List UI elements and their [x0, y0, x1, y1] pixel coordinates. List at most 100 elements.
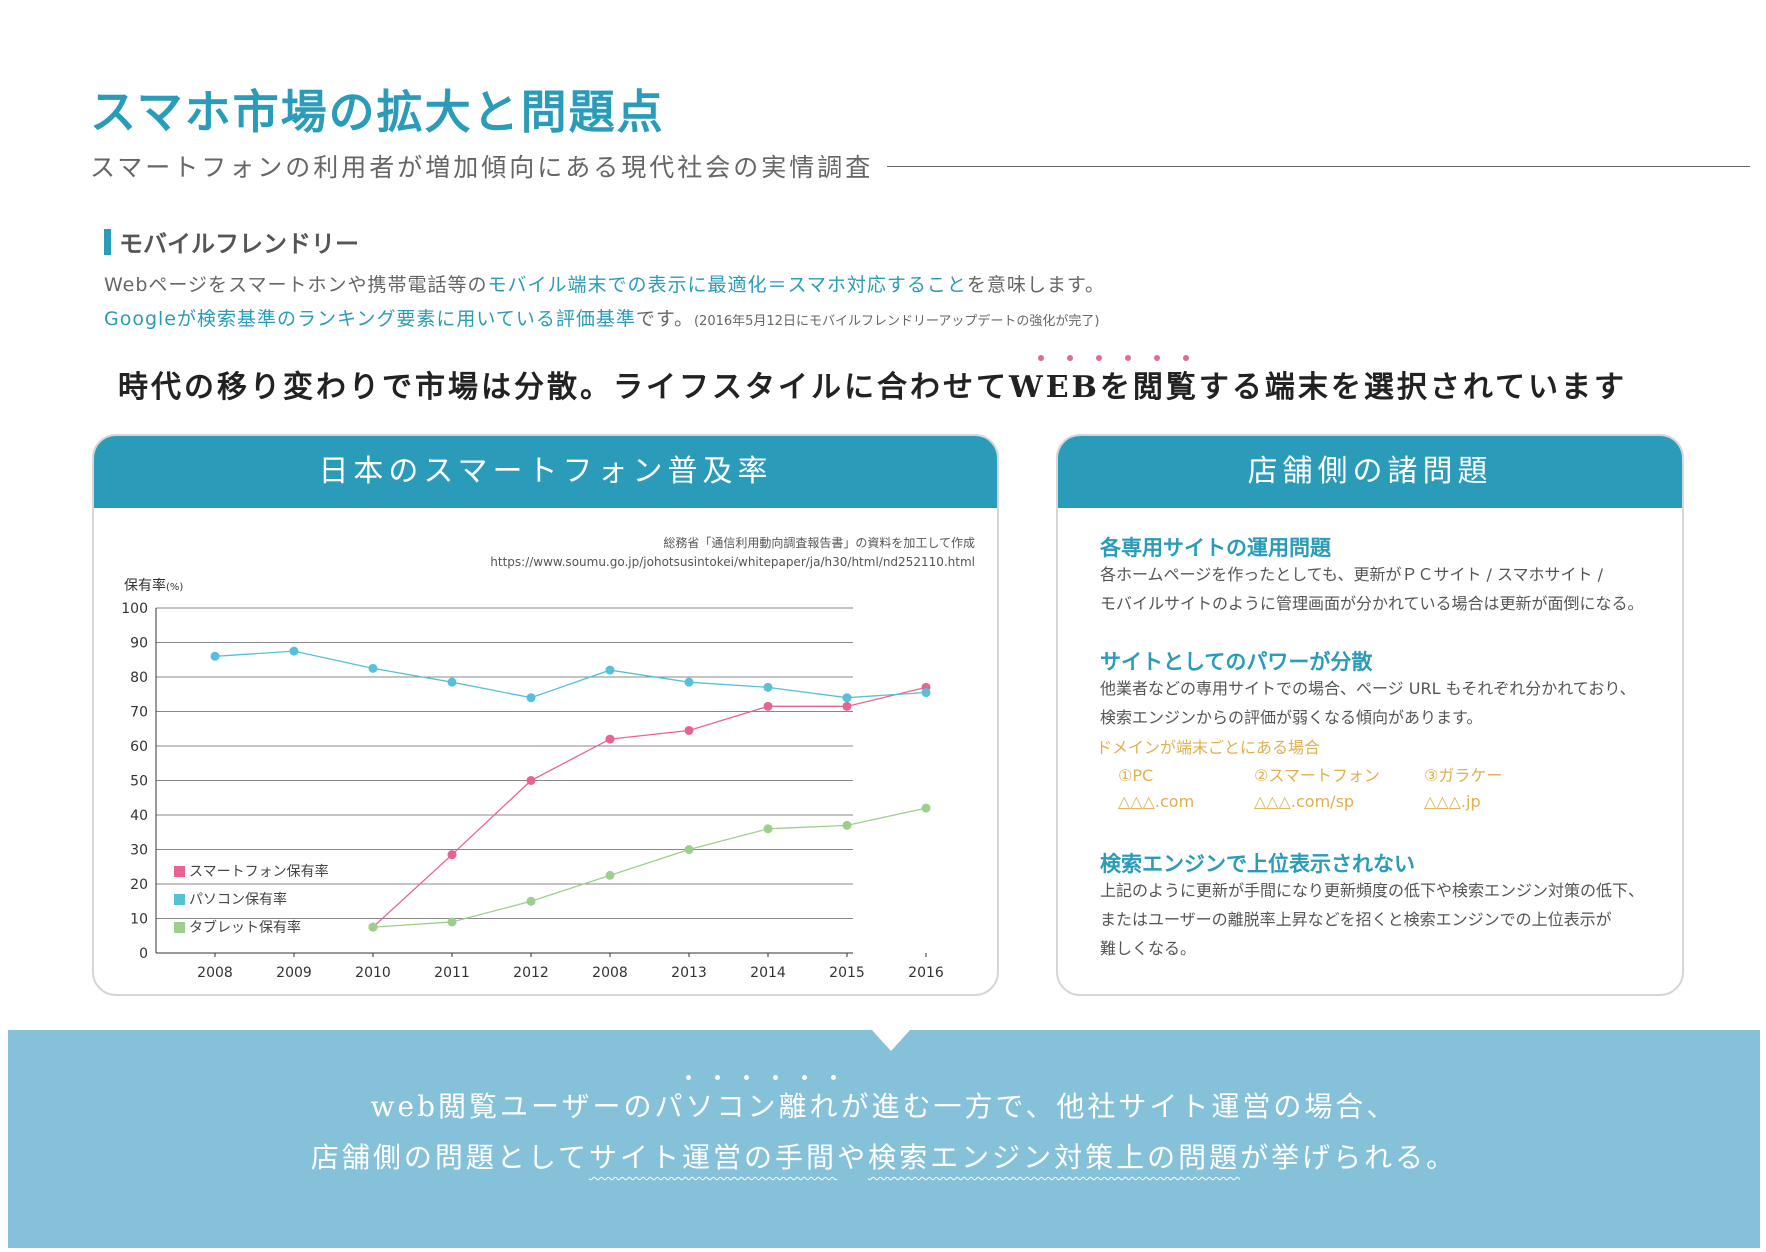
line-chart: 保有率(%) 2008 2009 2010 2011 2012 2008 2013 2014 2… [121, 577, 944, 981]
chart-source: 総務省「通信利用動向調査報告書」の資料を加工して作成 https://www.s… [490, 534, 975, 572]
y-tick-label: 10 [130, 912, 148, 928]
data-point [763, 682, 773, 692]
y-tick-label: 30 [130, 843, 148, 859]
legend-item-pc: パソコン保有率 [174, 889, 287, 909]
page-title: スマホ市場の拡大と問題点 [90, 85, 665, 139]
data-point [447, 850, 457, 860]
y-tick-label: 50 [130, 774, 148, 790]
subtitle-divider [887, 165, 1750, 167]
x-tick-label: 2011 [434, 965, 470, 981]
y-tick-label: 90 [130, 636, 148, 652]
issue-text-2b: 検索エンジンからの評価が弱くなる傾向があります。 [1100, 708, 1483, 727]
data-point [368, 922, 378, 932]
section-marker [104, 228, 111, 255]
source-text: 総務省「通信利用動向調査報告書」の資料を加工して作成 [663, 536, 975, 550]
legend-item-tablet: タブレット保有率 [174, 917, 301, 937]
domain-sp-url: △△△.com/sp [1254, 792, 1355, 811]
chart-panel: 日本のスマートフォン普及率 総務省「通信利用動向調査報告書」の資料を加工して作成… [92, 434, 999, 996]
data-point [447, 677, 457, 687]
data-point [842, 693, 852, 703]
data-point [605, 870, 615, 880]
section-heading: モバイルフレンドリー [104, 224, 359, 259]
issue-heading-2: サイトとしてのパワーが分散 [1100, 650, 1373, 674]
x-tick-label: 2008 [197, 965, 233, 981]
line2-note: (2016年5月12日にモバイルフレンドリーアップデートの強化が完了) [693, 314, 1100, 329]
section-heading-text: モバイルフレンドリー [119, 230, 359, 258]
series-line [372, 686, 927, 928]
legend-swatch [174, 893, 185, 905]
x-tick-label: 2009 [276, 965, 312, 981]
x-tick-label: 2016 [908, 965, 944, 981]
legend-item-smartphone: スマートフォン保有率 [174, 861, 329, 881]
source-url: https://www.soumu.go.jp/johotsusintokei/… [490, 555, 975, 569]
y-tick-label: 0 [139, 946, 148, 962]
line1-text-b: を意味します。 [966, 274, 1106, 296]
line2-text: です。 [635, 308, 694, 330]
data-point [684, 677, 694, 687]
banner-text-c: が挙げられる。 [1240, 1141, 1458, 1174]
emphasis-dots [1038, 355, 1218, 363]
data-point [368, 663, 378, 673]
data-point [684, 845, 694, 854]
section-line-2: Googleが検索基準のランキング要素に用いている評価基準です。(2016年5月… [104, 304, 1100, 331]
issue-text-3b: またはユーザーの離脱率上昇などを招くと検索エンジンでの上位表示が [1100, 910, 1612, 929]
data-point [210, 651, 220, 661]
line1-text-a: Webページをスマートホンや携帯電話等の [104, 274, 488, 296]
banner-text-b: や [837, 1141, 869, 1174]
issue-text-3c: 難しくなる。 [1100, 939, 1197, 958]
banner-notch [871, 1029, 911, 1051]
x-tick-label: 2015 [829, 965, 865, 981]
legend-label: タブレット保有率 [189, 920, 301, 936]
data-point [921, 803, 931, 813]
x-tick-label: 2012 [513, 965, 549, 981]
line1-highlight: モバイル端末での表示に最適化＝スマホ対応すること [487, 274, 967, 296]
banner-text-a: 店舗側の問題として [310, 1141, 590, 1174]
issue-heading-1: 各専用サイトの運用問題 [1100, 536, 1331, 560]
data-point [605, 665, 615, 675]
issues-panel: 店舗側の諸問題 各専用サイトの運用問題 各ホームページを作ったとしても、更新がＰ… [1056, 434, 1684, 996]
line2-highlight: Googleが検索基準のランキング要素に用いている評価基準 [104, 308, 636, 330]
issue-text-1b: モバイルサイトのように管理画面が分かれている場合は更新が面倒になる。 [1100, 594, 1644, 613]
chart-panel-title: 日本のスマートフォン普及率 [94, 436, 997, 508]
issue-heading-3: 検索エンジンで上位表示されない [1100, 852, 1415, 876]
issue-text-1a: 各ホームページを作ったとしても、更新がＰＣサイト / スマホサイト / [1100, 565, 1603, 584]
y-tick-label: 70 [130, 705, 148, 721]
issue-text-2a: 他業者などの専用サイトでの場合、ページ URL もそれぞれ分かれており、 [1100, 679, 1636, 698]
domain-feature-label: ③ガラケー [1424, 766, 1503, 785]
data-point [921, 688, 931, 698]
data-point [289, 646, 299, 656]
legend-swatch [174, 921, 185, 933]
y-tick-label: 100 [121, 601, 148, 617]
domain-pc-url: △△△.com [1118, 792, 1195, 811]
y-tick-label: 60 [130, 739, 148, 755]
banner-line-1: web閲覧ユーザーのパソコン離れが進む一方で、他社サイト運営の場合、 [370, 1090, 1398, 1123]
data-point [447, 917, 457, 927]
section-line-1: Webページをスマートホンや携帯電話等のモバイル端末での表示に最適化＝スマホ対応… [104, 270, 1105, 297]
x-tick-label: 2010 [355, 965, 391, 981]
domain-note: ドメインが端末ごとにある場合 [1096, 738, 1321, 757]
data-point [763, 824, 773, 834]
banner-underline-2: 検索エンジン対策上の問題 [868, 1141, 1241, 1174]
series-line [372, 807, 927, 928]
legend-swatch [174, 865, 185, 877]
banner-underline-1: サイト運営の手間 [589, 1141, 838, 1174]
subtitle-row: スマートフォンの利用者が増加傾向にある現代社会の実情調査 [90, 148, 1750, 184]
legend-label: スマートフォン保有率 [189, 864, 329, 880]
data-point [526, 896, 536, 906]
legend-label: パソコン保有率 [189, 892, 287, 908]
domain-pc-label: ①PC [1118, 766, 1154, 785]
data-point [684, 725, 694, 735]
y-tick-label: 40 [130, 808, 148, 824]
banner-line-2: 店舗側の問題としてサイト運営の手間や検索エンジン対策上の問題が挙げられる。 [8, 1136, 1760, 1176]
issue-text-3a: 上記のように更新が手間になり更新頻度の低下や検索エンジン対策の低下、 [1100, 881, 1645, 900]
y-tick-label: 80 [130, 670, 148, 686]
y-tick-label: 20 [130, 877, 148, 893]
tagline: 時代の移り変わりで市場は分散。ライフスタイルに合わせてWEBを閲覧する端末を選択… [118, 370, 1628, 405]
x-tick-label: 2013 [671, 965, 707, 981]
y-axis-label: 保有率(%) [124, 577, 183, 594]
x-tick-label: 2008 [592, 965, 628, 981]
data-point [763, 701, 773, 711]
data-point [842, 701, 852, 711]
domain-sp-label: ②スマートフォン [1254, 766, 1380, 785]
issues-panel-title: 店舗側の諸問題 [1058, 436, 1682, 508]
